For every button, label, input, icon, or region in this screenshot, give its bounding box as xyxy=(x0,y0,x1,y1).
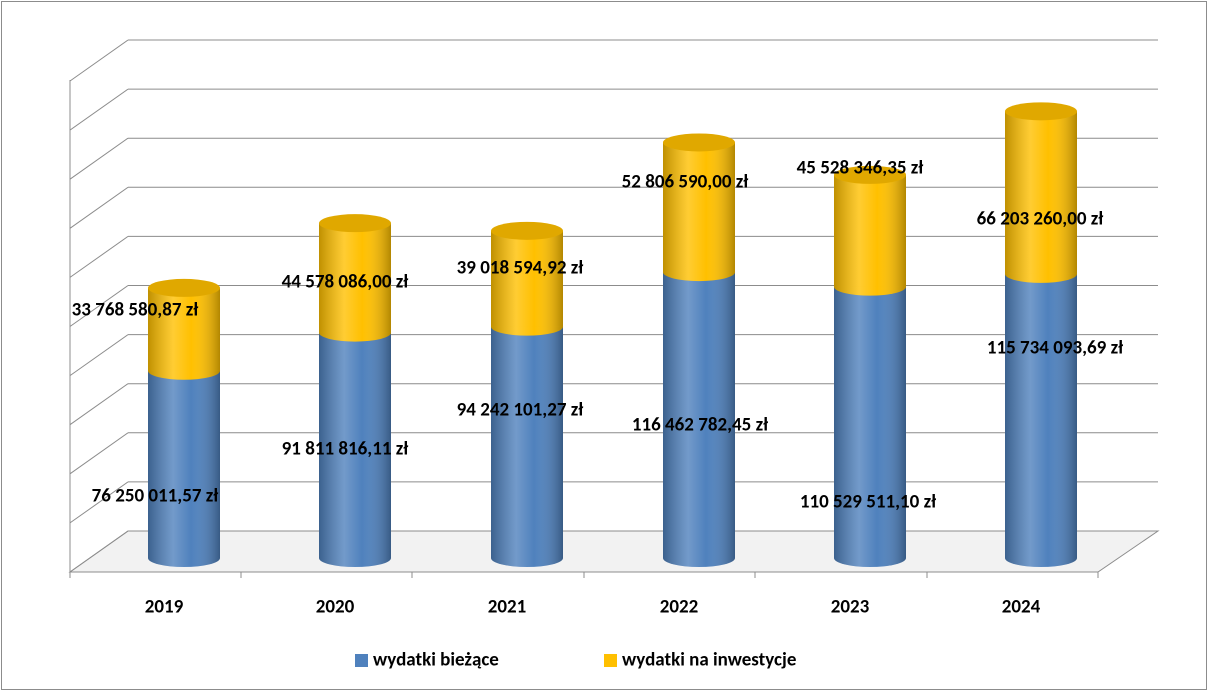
bar-shade xyxy=(319,332,391,558)
cylinder-top xyxy=(491,221,563,240)
bar-shade xyxy=(148,287,220,371)
grid-line xyxy=(69,285,129,327)
x-tick-label: 2022 xyxy=(660,596,699,619)
x-tick-label: 2024 xyxy=(1002,596,1041,619)
grid-line xyxy=(69,137,129,180)
data-label: 76 250 011,57 zł xyxy=(92,485,219,508)
bar-shade xyxy=(1005,111,1077,274)
data-label: 115 734 093,69 zł xyxy=(987,337,1123,360)
grid-line xyxy=(69,39,129,82)
cylinder-top-shade xyxy=(148,278,220,297)
grid-line xyxy=(69,88,129,131)
data-label: 39 018 594,92 zł xyxy=(457,257,584,280)
x-tick-label: 2021 xyxy=(488,596,527,619)
data-label: 52 806 590,00 zł xyxy=(622,171,749,194)
data-label: 33 768 580,87 zł xyxy=(72,299,199,322)
cylinder-top-shade xyxy=(491,221,563,240)
bar-shade xyxy=(834,286,906,558)
cylinder-top-shade xyxy=(663,133,735,152)
bar-shade xyxy=(148,370,220,558)
grid-line xyxy=(69,383,129,426)
cylinder-top-shade xyxy=(319,214,391,233)
cylinder-top xyxy=(834,165,906,184)
grid-line xyxy=(69,186,129,229)
bar-shade xyxy=(834,174,906,287)
cylinder-top xyxy=(663,133,735,152)
grid-line xyxy=(69,481,129,524)
grid-line xyxy=(69,432,129,475)
x-tick-label: 2020 xyxy=(316,596,355,619)
grid-line xyxy=(69,530,129,573)
data-label: 44 578 086,00 zł xyxy=(282,271,409,294)
data-label: 66 203 260,00 zł xyxy=(977,208,1104,231)
bar-shade xyxy=(491,326,563,558)
cylinder-top-shade xyxy=(1005,102,1077,121)
legend-swatch xyxy=(355,654,368,667)
data-label: 45 528 346,35 zł xyxy=(797,157,924,180)
legend-swatch xyxy=(604,654,617,667)
cylinder-top xyxy=(148,278,220,297)
floor xyxy=(68,530,1160,573)
legend-label: wydatki bieżące xyxy=(373,649,499,672)
bar-shade xyxy=(663,272,735,558)
x-tick-label: 2023 xyxy=(831,596,870,619)
grid-line xyxy=(69,334,129,377)
bar-shade xyxy=(319,223,391,333)
bar-shade xyxy=(1005,273,1077,558)
data-label: 91 811 816,11 zł xyxy=(282,438,409,461)
data-label: 110 529 511,10 zł xyxy=(800,491,936,514)
x-tick-label: 2019 xyxy=(145,596,184,619)
legend-label: wydatki na inwestycje xyxy=(622,649,796,672)
data-label: 116 462 782,45 zł xyxy=(632,414,768,437)
data-label: 94 242 101,27 zł xyxy=(457,399,584,422)
bar-shade xyxy=(491,230,563,327)
cylinder-top-shade xyxy=(834,165,906,184)
cylinder-top xyxy=(319,214,391,233)
grid-line xyxy=(69,235,129,278)
bar-shade xyxy=(663,142,735,273)
cylinder-top xyxy=(1005,102,1077,121)
